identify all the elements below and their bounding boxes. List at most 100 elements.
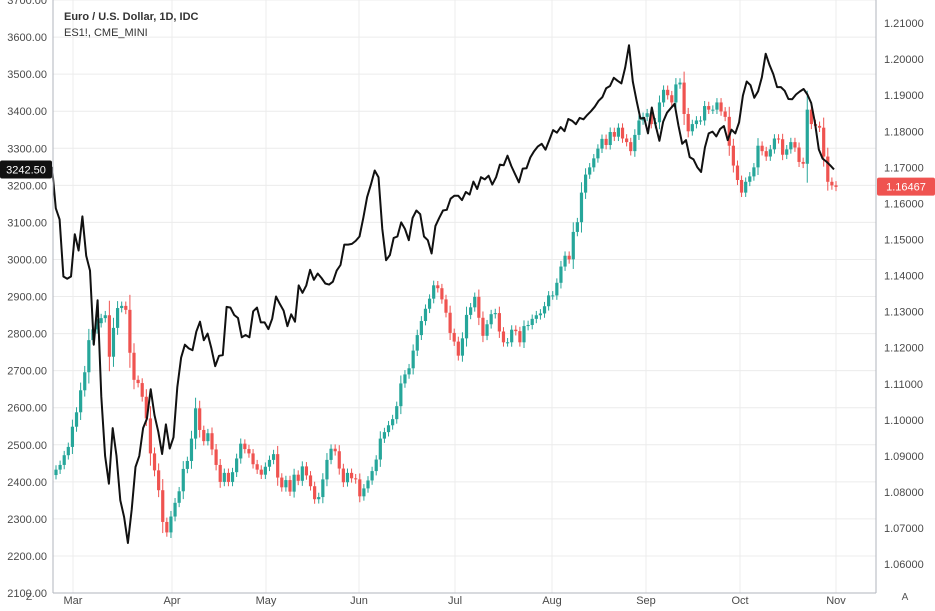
x-tick-label: Aug <box>542 595 562 607</box>
candle-body <box>567 255 571 260</box>
candle-body <box>54 469 58 476</box>
candle-body <box>629 142 633 152</box>
candle-body <box>583 174 588 193</box>
candle-body <box>707 106 711 110</box>
candle-body <box>452 332 456 342</box>
auto-scale-button[interactable]: A <box>901 592 909 603</box>
left-tick-label: 2200.00 <box>7 551 47 563</box>
candle-body <box>243 443 247 450</box>
candle-body <box>698 120 703 122</box>
candle-body <box>74 412 79 427</box>
candle-body <box>723 111 727 117</box>
candle-body <box>202 429 206 442</box>
candle-body <box>772 138 777 150</box>
candle-body <box>600 138 604 149</box>
candle-body <box>62 455 66 465</box>
candle-body <box>534 315 538 319</box>
candle-body <box>341 468 345 483</box>
candle-body <box>715 102 719 110</box>
x-tick-label: May <box>256 595 277 607</box>
candle-body <box>288 480 292 492</box>
left-tick-label: 2700.00 <box>7 366 47 378</box>
left-scale-toggle-button[interactable]: Z <box>25 592 33 603</box>
candle-body <box>727 116 731 146</box>
candle-body <box>120 305 124 309</box>
candle-body <box>161 490 165 522</box>
right-tick-label: 1.12000 <box>884 343 924 355</box>
candle-body <box>395 406 399 420</box>
candle-body <box>760 145 764 152</box>
candle-body <box>501 331 506 343</box>
candle-body <box>670 95 674 103</box>
candle-body <box>514 329 518 332</box>
right-tick-label: 1.07000 <box>884 523 924 535</box>
candle-body <box>497 313 501 332</box>
x-tick-label: Jul <box>448 595 462 607</box>
left-price-axis[interactable]: 3700.00 3600.00 3500.00 3400.00 3300.00 3200.… <box>7 0 47 600</box>
legend-subtitle: ES1!, CME_MINI <box>64 27 148 39</box>
candle-body <box>370 471 374 481</box>
candle-body <box>313 486 317 500</box>
candle-body <box>592 158 596 168</box>
candle-body <box>620 127 625 139</box>
candle-body <box>374 459 378 472</box>
candle-body <box>789 142 793 150</box>
candle-body <box>612 132 616 137</box>
candle-body <box>510 329 514 343</box>
candle-body <box>280 477 284 488</box>
candle-body <box>703 106 707 121</box>
candle-body <box>493 313 497 315</box>
candle-body <box>95 323 99 330</box>
time-axis[interactable]: Mar Apr May Jun Jul Aug Sep Oct Nov <box>64 595 847 607</box>
candle-body <box>140 383 144 397</box>
candle-body <box>809 109 813 125</box>
candle-body <box>555 282 559 296</box>
candle-body <box>518 331 522 343</box>
candle-body <box>198 408 202 430</box>
candle-body <box>148 418 153 454</box>
candle-body <box>132 352 136 380</box>
left-tick-label: 2100.00 <box>7 588 47 600</box>
candle-body <box>530 318 534 325</box>
candle-body <box>768 149 772 157</box>
candle-body <box>165 521 169 533</box>
candle-body <box>571 231 575 260</box>
candle-body <box>185 460 189 469</box>
candle-body <box>460 338 465 356</box>
candle-body <box>115 308 120 328</box>
candle-body <box>678 82 682 85</box>
candle-body <box>526 324 530 327</box>
candle-body <box>386 425 391 433</box>
candle-body <box>251 453 255 465</box>
right-price-axis[interactable]: 1.21000 1.20000 1.19000 1.18000 1.17000 1.160… <box>884 18 924 571</box>
candle-body <box>805 109 809 164</box>
candle-body <box>276 454 280 478</box>
candle-body <box>382 432 387 439</box>
x-tick-label: Apr <box>163 595 180 607</box>
legend-title: Euro / U.S. Dollar, 1D, IDC <box>64 11 199 23</box>
x-tick-label: Sep <box>636 595 656 607</box>
left-tick-label: 2300.00 <box>7 514 47 526</box>
eurusd-candles <box>54 71 838 538</box>
candle-body <box>432 285 436 299</box>
candle-body <box>686 113 690 132</box>
right-tick-label: 1.21000 <box>884 18 924 30</box>
candle-body <box>690 124 694 132</box>
right-tick-label: 1.11000 <box>884 379 923 391</box>
candle-body <box>230 472 235 482</box>
candle-body <box>136 379 140 384</box>
candle-body <box>239 443 243 459</box>
candle-body <box>83 372 87 391</box>
x-tick-label: Mar <box>64 595 83 607</box>
candle-body <box>292 474 296 492</box>
candle-body <box>793 142 797 148</box>
candle-body <box>247 449 251 454</box>
candle-body <box>608 132 612 146</box>
candle-body <box>169 516 173 533</box>
candle-body <box>267 459 272 467</box>
candle-body <box>87 340 91 373</box>
candle-body <box>403 374 407 384</box>
candle-body <box>477 296 481 318</box>
candle-body <box>785 149 789 155</box>
